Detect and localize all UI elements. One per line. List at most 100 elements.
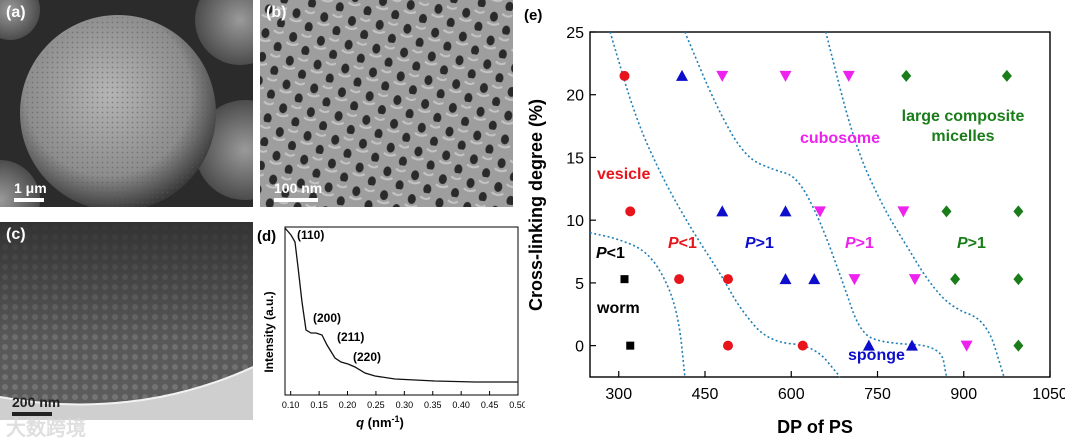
point-cubosome: [960, 340, 973, 352]
point-vesicle: [619, 70, 630, 81]
sphere-micrograph: [0, 0, 253, 207]
point-cubosome: [842, 70, 855, 82]
point-vesicle: [625, 206, 636, 217]
x-tick-label: 300: [605, 386, 632, 403]
panel-a-scale-text: 1 μm: [14, 180, 47, 196]
panel-c-label: (c): [6, 226, 26, 243]
point-large-composite-micelles: [901, 69, 912, 82]
panel-d-xticks: 0.10 0.15 0.20 0.25 0.30 0.35 0.40 0.45 0.50: [282, 391, 525, 410]
x-tick-label: 600: [778, 386, 805, 403]
y-tick-label: 10: [566, 213, 584, 230]
point-sponge: [906, 339, 918, 351]
point-sponge: [676, 69, 688, 81]
point-large-composite-micelles: [1013, 273, 1024, 286]
p-label-vesicle: P<1: [668, 235, 697, 252]
point-large-composite-micelles: [1013, 205, 1024, 218]
panel-e-phase-diagram: (e) Cross-linking degree (%) DP of PS 30…: [524, 7, 1065, 437]
phase-boundary-line: [824, 31, 1005, 378]
panel-d-xlabel-close: ): [400, 415, 404, 430]
tem-micrograph: [0, 222, 253, 420]
region-label-micelles: micelles: [931, 128, 994, 145]
point-cubosome: [779, 70, 792, 82]
panel-d-xtick-label: 0.10: [282, 400, 300, 410]
point-vesicle: [797, 340, 808, 351]
phase-boundary-line: [684, 31, 948, 378]
point-vesicle: [723, 274, 733, 285]
p-label-sponge: P>1: [745, 235, 774, 252]
x-tick-label: 900: [950, 386, 977, 403]
point-sponge: [862, 339, 875, 351]
point-cubosome: [716, 70, 729, 82]
region-label-cubosome: cubosome: [800, 130, 880, 147]
p-label-worm: P<1: [596, 245, 625, 262]
point-worm: [626, 341, 635, 350]
panel-d-xtick-label: 0.15: [310, 400, 328, 410]
panel-a-sem-image: (a) 1 μm: [0, 0, 253, 207]
panel-d-xlabel-var: q: [356, 415, 364, 430]
point-sponge: [779, 205, 792, 217]
peak-label-211: (211): [337, 330, 364, 344]
panel-d-saxs-plot: (d) Intensity (a.u.) (110) (200) (211) (…: [257, 226, 525, 430]
phase-boundary-line: [609, 31, 841, 378]
panel-d-label: (d): [257, 228, 276, 245]
y-tick-label: 20: [566, 88, 584, 105]
point-sponge: [808, 273, 821, 285]
region-label-worm: worm: [596, 300, 640, 317]
p-labels: P<1 P<1 P>1 P>1 P>1: [596, 235, 986, 262]
panel-b-label: (b): [266, 4, 287, 21]
panel-d-xtick-label: 0.20: [339, 400, 357, 410]
point-large-composite-micelles: [941, 205, 952, 218]
watermark-text: 大数跨境: [6, 418, 86, 440]
x-tick-label: 450: [692, 386, 719, 403]
region-label-vesicle: vesicle: [597, 166, 650, 183]
point-cubosome: [814, 206, 826, 218]
point-vesicle: [674, 274, 685, 285]
panel-d-ylabel: Intensity (a.u.): [262, 291, 276, 372]
point-large-composite-micelles: [1001, 69, 1012, 82]
point-large-composite-micelles: [950, 273, 961, 286]
panel-e-ylabel: Cross-linking degree (%): [526, 99, 546, 311]
panel-d-xtick-label: 0.50: [509, 400, 525, 410]
point-cubosome: [897, 206, 910, 218]
region-label-large-composite: large composite: [902, 108, 1025, 125]
point-worm: [620, 275, 629, 284]
p-label-cubosome: P>1: [845, 235, 874, 252]
panel-e-label: (e): [524, 7, 542, 24]
panel-a-label: (a): [6, 4, 26, 21]
y-tick-label: 15: [566, 150, 584, 167]
panel-d-xtick-label: 0.25: [367, 400, 385, 410]
region-label-sponge: sponge: [848, 347, 905, 364]
point-cubosome: [908, 274, 921, 286]
peak-label-200: (200): [313, 311, 341, 325]
x-tick-label: 750: [864, 386, 891, 403]
panel-d-xtick-label: 0.40: [452, 400, 470, 410]
panel-d-axes-frame: [284, 226, 519, 396]
panel-e-axes-frame: [589, 31, 1051, 378]
panel-a-scale-bar: [14, 198, 44, 202]
data-points: [619, 69, 1024, 352]
x-tick-label: 1050: [1032, 386, 1065, 403]
peak-label-110: (110): [297, 228, 324, 242]
peak-label-220: (220): [353, 350, 381, 364]
point-vesicle: [723, 340, 733, 351]
y-tick-label: 5: [575, 276, 584, 293]
phase-boundary-line: [589, 231, 686, 378]
panel-d-xlabel-unit: (nm: [364, 415, 391, 430]
panel-d-xlabel-exp: -1: [392, 414, 400, 424]
point-large-composite-micelles: [1013, 339, 1024, 352]
p-label-micelles: P>1: [957, 235, 986, 252]
y-tick-label: 0: [575, 339, 584, 356]
y-tick-label: 25: [566, 25, 584, 42]
panel-b-scale-text: 100 nm: [274, 180, 323, 196]
panel-d-xtick-label: 0.35: [424, 400, 442, 410]
panel-e-xlabel: DP of PS: [777, 417, 853, 437]
panel-b-scale-bar: [274, 198, 318, 202]
region-labels: vesicle cubosome large composite micelle…: [596, 108, 1024, 364]
panel-e-ticks: 300 450 600 750 900 1050 0 5 10 15 20 25: [566, 25, 1065, 403]
phase-boundaries: [589, 31, 1005, 378]
pore-micrograph: [260, 0, 513, 207]
panel-b-sem-image: (b) 100 nm: [260, 0, 513, 207]
panel-d-xtick-label: 0.30: [396, 400, 414, 410]
point-sponge: [779, 273, 792, 285]
panel-c-tem-image: (c) 200 nm: [0, 222, 253, 420]
